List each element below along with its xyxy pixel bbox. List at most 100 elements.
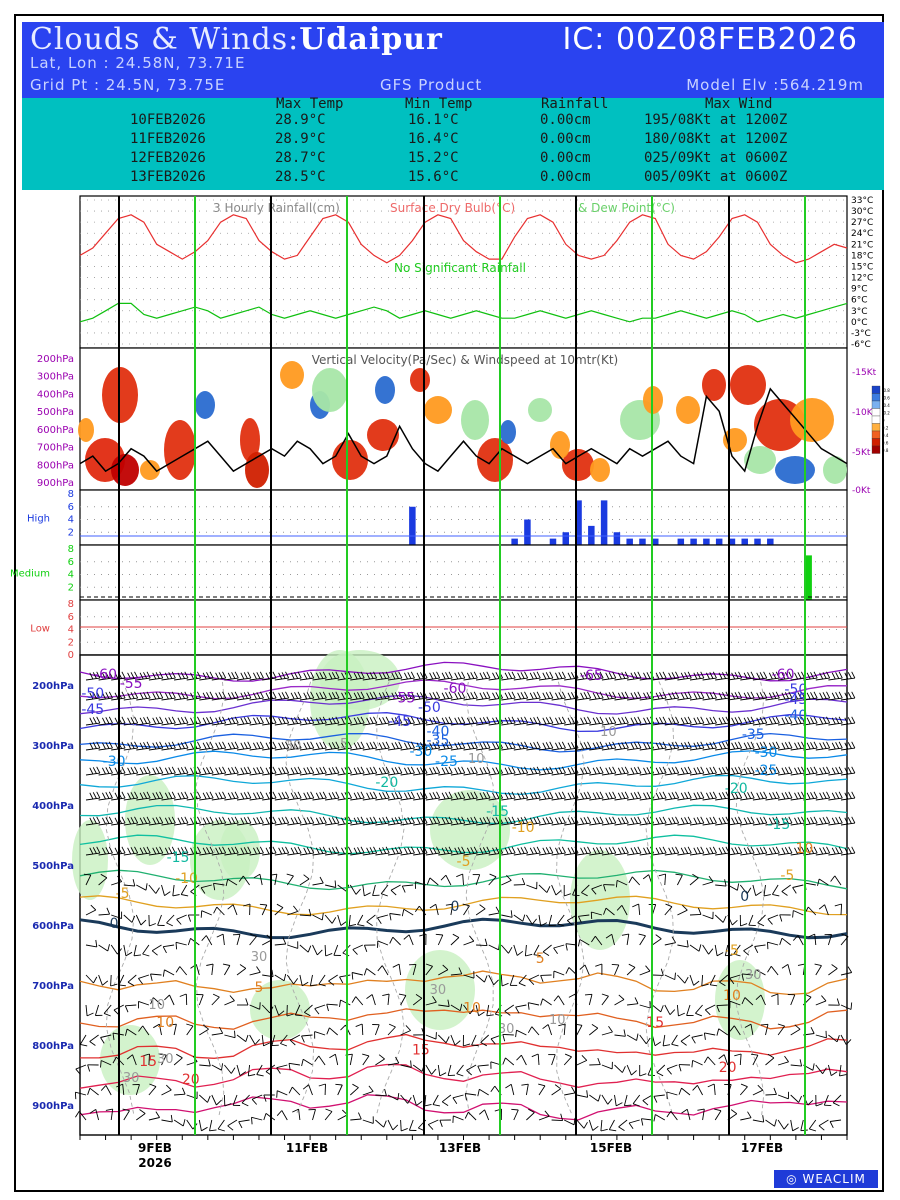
wind-barb [817, 878, 829, 886]
rh-contour-label: 5 [340, 737, 348, 752]
barb-flag [561, 691, 566, 699]
wind-barb [501, 791, 516, 801]
barb-flag [407, 767, 412, 774]
barb-flag [847, 672, 852, 679]
barb-staff [452, 1094, 464, 1099]
barb-staff [438, 852, 453, 856]
temp-contour-label: -40 [426, 724, 449, 740]
barb-staff [626, 1064, 632, 1076]
barb-staff [697, 1085, 703, 1096]
barb-flag [369, 672, 374, 679]
wind-barb [362, 741, 378, 751]
wind-barb [614, 791, 629, 801]
barb-staff [713, 1083, 716, 1096]
wind-barb [100, 1060, 112, 1068]
barb-flag [655, 934, 662, 940]
wind-barb [463, 846, 478, 856]
barb-flag [121, 766, 126, 774]
barb-flag [681, 1108, 688, 1114]
barb-flag [558, 692, 563, 699]
wind-barb [616, 904, 628, 916]
barb-flag [150, 973, 153, 981]
wind-barb [767, 914, 779, 925]
barb-flag [384, 1088, 387, 1096]
barb-staff [589, 722, 604, 726]
barb-staff [664, 873, 667, 886]
barb-flag [429, 847, 434, 855]
barb-flag [831, 792, 836, 800]
barb-flag [121, 691, 126, 699]
barb-flag [612, 671, 617, 679]
barb-flag [617, 847, 622, 855]
barb-staff [787, 964, 792, 976]
cloud-bar [715, 538, 723, 545]
barb-staff [211, 747, 226, 751]
barb-flag [743, 742, 748, 750]
barb-flag [403, 672, 408, 680]
barb-staff [176, 914, 187, 920]
upper-y-tick: 500hPa [32, 861, 74, 872]
barb-flag [395, 1056, 400, 1064]
barb-staff [450, 747, 465, 751]
barb-flag [240, 767, 245, 775]
barb-flag [290, 847, 295, 855]
wind-barb [438, 741, 453, 751]
barb-flag [461, 691, 466, 699]
barb-flag [310, 791, 315, 799]
barb-flag [398, 791, 403, 799]
barb-flag [196, 816, 202, 824]
barb-flag [215, 717, 220, 725]
wind-barb [161, 766, 176, 776]
barb-flag [558, 1023, 566, 1027]
barb-staff [614, 822, 629, 826]
temp-contour-label: 15 [646, 1015, 664, 1031]
barb-flag [101, 672, 106, 680]
barb-flag [171, 741, 176, 749]
barb-flag [466, 672, 471, 680]
barb-flag [164, 891, 171, 896]
vv-blob [790, 398, 834, 442]
barb-flag [177, 817, 182, 825]
barb-flag [321, 913, 324, 921]
barb-flag [331, 767, 336, 774]
wind-barb [301, 1034, 313, 1043]
barb-staff [525, 1084, 529, 1096]
rh-contour-label: 30 [123, 1071, 140, 1086]
barb-staff [777, 1061, 789, 1066]
barb-staff [524, 944, 527, 957]
barb-staff [148, 747, 163, 751]
barb-staff [136, 772, 151, 776]
barb-flag [738, 691, 743, 699]
wind-barb [375, 1088, 387, 1097]
barb-flag [256, 847, 261, 854]
barb-flag [630, 767, 635, 775]
isotherm-line [79, 869, 848, 891]
wind-barb [425, 671, 441, 681]
barb-flag [429, 792, 434, 800]
wind-barb [236, 766, 252, 776]
barb-flag [92, 817, 97, 824]
wind-barb [362, 846, 378, 856]
wind-barb [274, 716, 290, 726]
barb-flag [102, 980, 109, 986]
barb-flag [655, 792, 660, 800]
wind-barb [727, 816, 743, 826]
wind-barb [564, 1086, 576, 1096]
wind-barb [224, 816, 239, 826]
barb-staff [542, 998, 552, 1006]
rh-shading [715, 960, 765, 1040]
isotherm-line [79, 1063, 848, 1089]
barb-flag [680, 1040, 687, 1046]
barb-flag [662, 671, 667, 679]
barb-flag [105, 767, 110, 774]
barb-staff [840, 722, 855, 726]
barb-flag [841, 933, 849, 938]
barb-flag [389, 913, 392, 921]
barb-flag [624, 1104, 632, 1107]
barb-flag [617, 767, 622, 775]
wind-barb [299, 671, 315, 681]
barb-staff [576, 852, 591, 856]
wind-barb [603, 884, 615, 892]
barb-flag [763, 894, 771, 897]
barb-flag [822, 672, 827, 679]
